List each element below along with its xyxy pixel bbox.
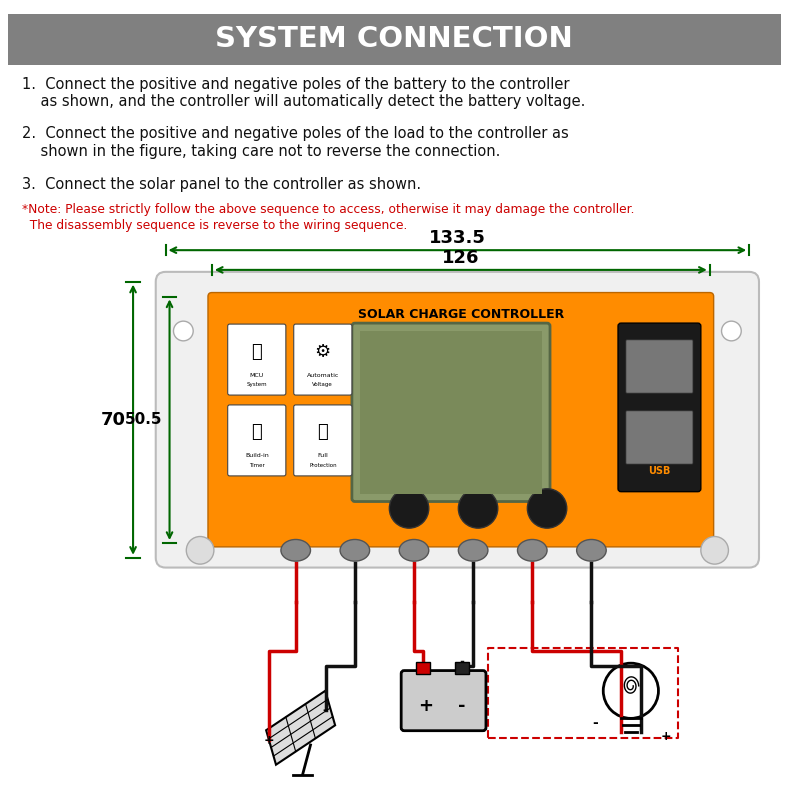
- Text: shown in the figure, taking care not to reverse the connection.: shown in the figure, taking care not to …: [22, 144, 500, 158]
- FancyBboxPatch shape: [626, 340, 693, 393]
- FancyBboxPatch shape: [626, 411, 693, 464]
- Text: SYSTEM CONNECTION: SYSTEM CONNECTION: [215, 26, 573, 54]
- FancyBboxPatch shape: [618, 323, 701, 492]
- Text: as shown, and the controller will automatically detect the battery voltage.: as shown, and the controller will automa…: [22, 94, 585, 110]
- Text: +: +: [418, 697, 434, 714]
- Text: -: -: [322, 704, 328, 717]
- FancyBboxPatch shape: [228, 405, 286, 476]
- FancyBboxPatch shape: [156, 272, 759, 567]
- FancyBboxPatch shape: [294, 324, 352, 395]
- Ellipse shape: [458, 539, 488, 561]
- Text: ⬛: ⬛: [251, 342, 262, 361]
- Circle shape: [458, 489, 498, 528]
- Text: ⚙: ⚙: [314, 342, 331, 361]
- Text: USB: USB: [648, 466, 670, 476]
- Text: +: +: [264, 734, 274, 746]
- Text: 🔒: 🔒: [318, 423, 328, 442]
- Circle shape: [603, 663, 658, 718]
- FancyBboxPatch shape: [228, 324, 286, 395]
- Text: System: System: [246, 382, 267, 387]
- Circle shape: [701, 537, 729, 564]
- Bar: [360, 331, 542, 494]
- FancyBboxPatch shape: [401, 670, 486, 730]
- Text: Protection: Protection: [309, 462, 337, 468]
- Text: MCU: MCU: [250, 373, 264, 378]
- Ellipse shape: [518, 539, 547, 561]
- Text: Build-in: Build-in: [245, 454, 269, 458]
- Text: -: -: [458, 697, 465, 714]
- Ellipse shape: [340, 539, 370, 561]
- Text: 3.  Connect the solar panel to the controller as shown.: 3. Connect the solar panel to the contro…: [22, 178, 421, 192]
- Bar: [8, 14, 781, 65]
- Circle shape: [722, 321, 742, 341]
- Ellipse shape: [399, 539, 429, 561]
- Text: 133.5: 133.5: [429, 230, 486, 247]
- FancyBboxPatch shape: [294, 405, 352, 476]
- Text: Automatic: Automatic: [306, 373, 339, 378]
- Circle shape: [527, 489, 566, 528]
- Text: -: -: [593, 716, 598, 730]
- Ellipse shape: [281, 539, 310, 561]
- Text: SOLAR CHARGE CONTROLLER: SOLAR CHARGE CONTROLLER: [358, 308, 564, 321]
- Bar: [455, 662, 469, 674]
- Ellipse shape: [577, 539, 606, 561]
- FancyBboxPatch shape: [208, 293, 714, 547]
- Text: *Note: Please strictly follow the above sequence to access, otherwise it may dam: *Note: Please strictly follow the above …: [22, 203, 634, 216]
- Bar: [416, 662, 430, 674]
- Text: Timer: Timer: [249, 462, 265, 468]
- Text: 126: 126: [442, 249, 479, 267]
- Circle shape: [390, 489, 429, 528]
- Text: 50.5: 50.5: [125, 412, 162, 427]
- Text: +: +: [661, 730, 672, 742]
- FancyBboxPatch shape: [352, 323, 550, 502]
- Circle shape: [174, 321, 193, 341]
- Polygon shape: [266, 690, 335, 765]
- Text: 1.  Connect the positive and negative poles of the battery to the controller: 1. Connect the positive and negative pol…: [22, 77, 569, 92]
- Text: The disassembly sequence is reverse to the wiring sequence.: The disassembly sequence is reverse to t…: [22, 218, 407, 232]
- Circle shape: [186, 537, 214, 564]
- Text: Full: Full: [318, 454, 328, 458]
- Text: 2.  Connect the positive and negative poles of the load to the controller as: 2. Connect the positive and negative pol…: [22, 126, 569, 141]
- Text: Voltage: Voltage: [313, 382, 333, 387]
- Text: 🕐: 🕐: [251, 423, 262, 442]
- Text: 70: 70: [101, 410, 126, 429]
